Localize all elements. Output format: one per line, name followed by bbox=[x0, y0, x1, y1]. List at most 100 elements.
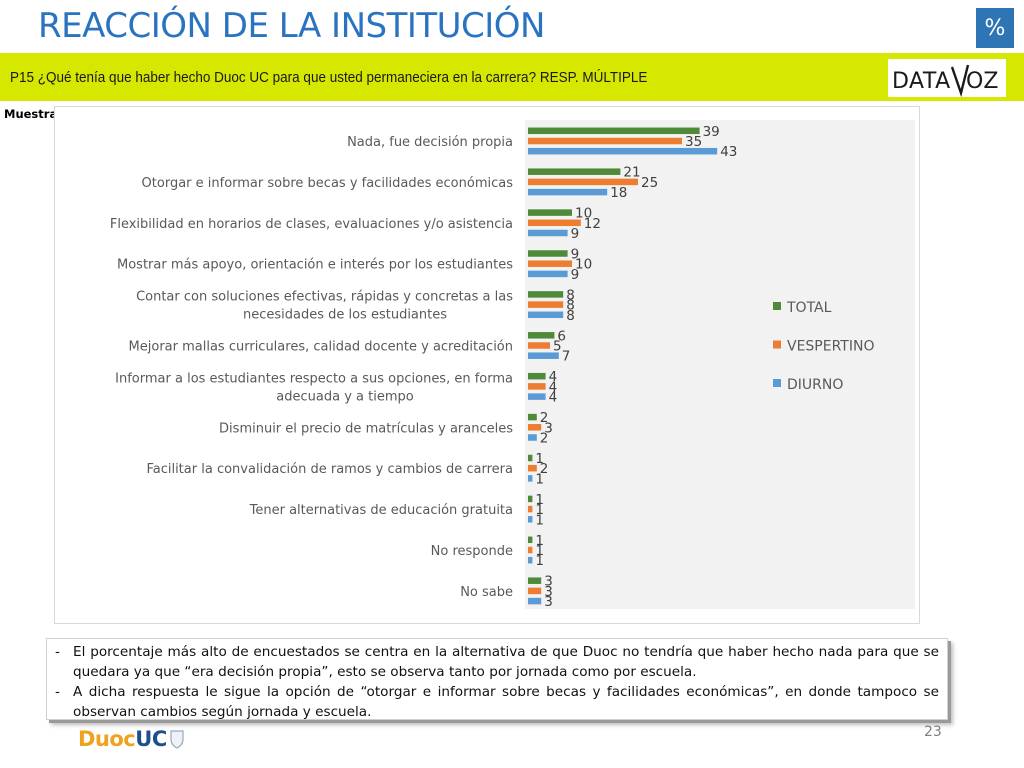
bar bbox=[528, 505, 533, 513]
category-label: Otorgar e informar sobre becas y facilid… bbox=[142, 176, 514, 191]
bar bbox=[528, 413, 537, 421]
datavoz-v-mark bbox=[950, 64, 970, 98]
bar bbox=[528, 464, 537, 472]
bar bbox=[528, 495, 533, 503]
page-title: REACCIÓN DE LA INSTITUCIÓN bbox=[38, 6, 546, 46]
datavoz-logo-text-2: OZ bbox=[966, 69, 998, 94]
bar bbox=[528, 434, 537, 441]
data-label: 1 bbox=[535, 512, 544, 528]
percent-badge: % bbox=[976, 8, 1014, 48]
bar bbox=[528, 342, 550, 349]
bar bbox=[528, 372, 546, 380]
datavoz-logo: DATA OZ bbox=[888, 59, 1006, 98]
data-label: 1 bbox=[535, 553, 544, 569]
data-label: 1 bbox=[535, 533, 544, 549]
question-band: P15 ¿Qué tenía que haber hecho Duoc UC p… bbox=[0, 53, 1024, 101]
category-label: Flexibilidad en horarios de clases, eval… bbox=[110, 217, 513, 232]
bar bbox=[528, 301, 564, 308]
data-label: 10 bbox=[575, 206, 592, 222]
data-label: 9 bbox=[571, 247, 580, 263]
bar bbox=[528, 597, 542, 605]
bar bbox=[528, 393, 546, 400]
category-label: Nada, fue decisión propia bbox=[347, 135, 513, 150]
bar bbox=[528, 352, 559, 359]
bar bbox=[528, 311, 564, 319]
note-item: - El porcentaje más alto de encuestados … bbox=[55, 642, 939, 682]
category-label: No responde bbox=[431, 544, 513, 559]
category-label: necesidades de los estudiantes bbox=[243, 308, 447, 323]
bar bbox=[528, 270, 568, 278]
data-label: 3 bbox=[544, 594, 553, 610]
data-label: 6 bbox=[557, 328, 566, 344]
bar bbox=[528, 536, 533, 544]
data-label: 8 bbox=[566, 287, 575, 303]
data-label: 8 bbox=[566, 308, 575, 324]
bar bbox=[528, 332, 555, 339]
note-bullet: - bbox=[55, 684, 60, 700]
data-label: 25 bbox=[641, 175, 658, 191]
data-label: 4 bbox=[549, 390, 558, 406]
bar bbox=[528, 260, 572, 267]
duocuc-logo-text-uc: UC bbox=[135, 727, 167, 751]
bar bbox=[528, 546, 533, 554]
data-label: 2 bbox=[540, 410, 549, 426]
bar bbox=[528, 127, 700, 135]
note-text: El porcentaje más alto de encuestados se… bbox=[73, 644, 939, 680]
data-label: 43 bbox=[720, 144, 737, 160]
chart-frame: Nada, fue decisión propia 39 35 43 Otorgar e… bbox=[54, 106, 920, 624]
data-label: 39 bbox=[703, 124, 720, 140]
note-bullet: - bbox=[55, 644, 60, 660]
bar bbox=[528, 178, 638, 186]
data-label: 7 bbox=[562, 349, 571, 365]
bar bbox=[528, 587, 542, 595]
page-number: 23 bbox=[924, 724, 942, 740]
category-label: Contar con soluciones efectivas, rápidas… bbox=[136, 290, 513, 305]
bar bbox=[528, 577, 542, 584]
data-label: 9 bbox=[571, 267, 580, 283]
bar bbox=[528, 516, 533, 523]
legend-label: TOTAL bbox=[786, 300, 832, 316]
data-label: 1 bbox=[535, 492, 544, 508]
note-text: A dicha respuesta le sigue la opción de … bbox=[73, 684, 939, 720]
category-label: No sabe bbox=[460, 585, 513, 600]
bar bbox=[528, 556, 533, 564]
data-label: 35 bbox=[685, 134, 702, 150]
data-label: 1 bbox=[535, 471, 544, 487]
legend-swatch bbox=[773, 379, 781, 387]
data-label: 1 bbox=[535, 543, 544, 559]
data-label: 4 bbox=[549, 379, 558, 395]
data-label: 2 bbox=[540, 431, 549, 447]
category-label: Informar a los estudiantes respecto a su… bbox=[115, 371, 513, 386]
data-label: 3 bbox=[544, 574, 553, 590]
bar bbox=[528, 475, 533, 482]
duocuc-logo: Duoc UC bbox=[78, 724, 185, 754]
data-label: 1 bbox=[535, 502, 544, 518]
data-label: 1 bbox=[535, 451, 544, 467]
notes-box: - El porcentaje más alto de encuestados … bbox=[46, 638, 948, 720]
category-label: Facilitar la convalidación de ramos y ca… bbox=[146, 462, 513, 477]
data-label: 5 bbox=[553, 339, 562, 355]
legend-label: DIURNO bbox=[787, 377, 843, 393]
bar bbox=[528, 454, 533, 462]
data-label: 3 bbox=[544, 584, 553, 600]
bar bbox=[528, 147, 718, 155]
data-label: 2 bbox=[540, 461, 549, 477]
data-label: 4 bbox=[549, 369, 558, 385]
data-label: 21 bbox=[623, 165, 640, 181]
legend-label: VESPERTINO bbox=[787, 339, 874, 355]
legend-swatch bbox=[773, 340, 781, 349]
datavoz-logo-text: DATA bbox=[892, 69, 951, 94]
bar bbox=[528, 383, 546, 390]
data-label: 8 bbox=[566, 298, 575, 314]
data-label: 18 bbox=[610, 185, 627, 201]
bar bbox=[528, 229, 568, 237]
bar bbox=[528, 424, 542, 431]
category-label: Tener alternativas de educación gratuita bbox=[249, 503, 513, 518]
category-label: Mostrar más apoyo, orientación e interés… bbox=[117, 258, 513, 273]
bar bbox=[528, 168, 621, 175]
bar bbox=[528, 188, 608, 196]
duocuc-logo-text: Duoc bbox=[78, 727, 136, 751]
question-text: P15 ¿Qué tenía que haber hecho Duoc UC p… bbox=[10, 69, 648, 86]
bar bbox=[528, 250, 568, 257]
